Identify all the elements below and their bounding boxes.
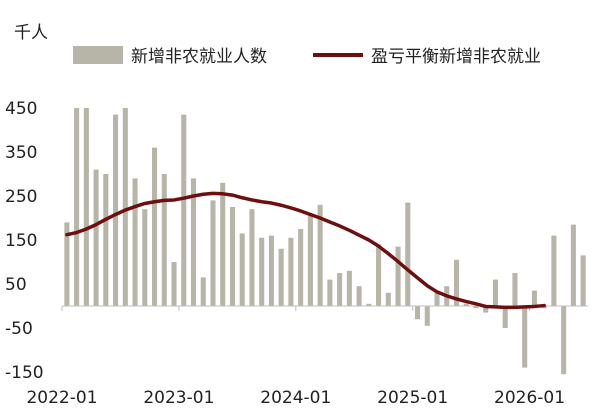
breakeven-line (65, 191, 546, 310)
x-tick-label: 2023-01 (143, 388, 214, 408)
y-tick-label: -150 (5, 363, 44, 383)
bar (473, 306, 479, 309)
bar (220, 182, 226, 306)
bar (161, 174, 167, 306)
bar (298, 229, 304, 306)
bar (366, 303, 372, 306)
bar (337, 273, 343, 306)
y-tick-label: 50 (5, 275, 27, 295)
bar (580, 255, 586, 306)
bar (531, 290, 537, 306)
bar (395, 246, 401, 306)
bar (142, 209, 148, 306)
x-axis-ticks (61, 306, 531, 311)
bar (93, 169, 99, 306)
bar (483, 306, 489, 313)
y-tick-label: 450 (5, 99, 37, 119)
bar (190, 178, 197, 306)
bar (229, 207, 235, 306)
y-tick-label: -50 (5, 319, 33, 339)
y-tick-label: 350 (5, 143, 37, 163)
bar (463, 303, 469, 306)
x-axis: 2022-01 2023-01 2024-01 2025-01 2026-01 (26, 388, 565, 408)
bar (561, 306, 567, 375)
bar (103, 174, 109, 306)
bar (522, 306, 528, 368)
bar (492, 279, 498, 306)
bar-series (64, 108, 586, 375)
bar (113, 114, 119, 306)
bar (570, 224, 576, 306)
bar (376, 244, 382, 306)
bar (327, 279, 333, 306)
x-tick-label: 2024-01 (260, 388, 331, 408)
bar (239, 233, 245, 306)
bar (259, 237, 265, 306)
bar (385, 292, 391, 306)
legend-bar-label: 新增非农就业人数 (131, 47, 267, 67)
y-tick-label: 150 (5, 231, 37, 251)
x-tick-label: 2025-01 (377, 388, 448, 408)
bar (200, 277, 206, 306)
bar (356, 286, 362, 306)
bar (424, 306, 430, 326)
bar (405, 202, 411, 306)
x-tick-label: 2026-01 (494, 388, 565, 408)
bar (453, 259, 460, 306)
x-tick-label: 2022-01 (26, 388, 97, 408)
y-axis: 450 350 250 150 50 -50 -150 (5, 99, 44, 383)
legend-line-label: 盈亏平衡新增非农就业 (371, 47, 541, 67)
bar (181, 114, 187, 306)
bar (249, 209, 255, 306)
y-tick-label: 250 (5, 187, 37, 207)
bar (122, 108, 128, 306)
bar (317, 204, 323, 306)
bar (74, 108, 80, 306)
bar (64, 222, 70, 306)
bar (512, 273, 518, 306)
bar (551, 235, 557, 306)
bar (278, 248, 284, 306)
bar (415, 306, 421, 320)
bar (132, 178, 138, 306)
bar (152, 147, 158, 306)
bar (83, 108, 89, 306)
bar (171, 262, 177, 306)
bar (434, 292, 440, 306)
bar (268, 235, 274, 306)
y-unit-label: 千人 (14, 23, 48, 43)
bar (307, 213, 313, 306)
legend: 新增非农就业人数 盈亏平衡新增非农就业 (73, 46, 541, 67)
bar (210, 200, 216, 306)
legend-bar-swatch (73, 46, 123, 64)
bar (288, 237, 294, 306)
bar (502, 306, 508, 328)
bar (346, 270, 352, 306)
